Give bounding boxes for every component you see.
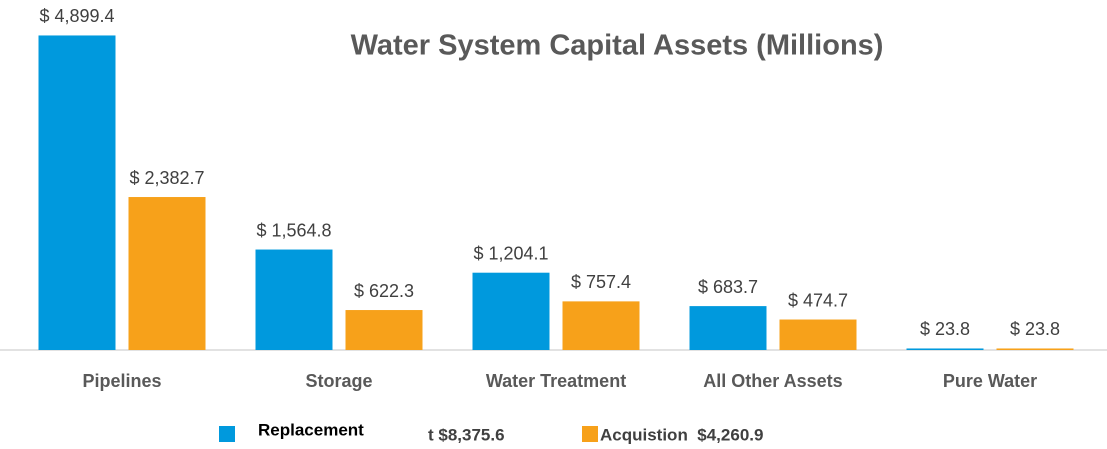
value-label: $ 622.3 — [354, 281, 414, 301]
x-tick-label: Storage — [305, 371, 372, 391]
legend-label: Acquistion $4,260.9 — [600, 425, 763, 444]
x-tick-label: Water Treatment — [486, 371, 626, 391]
bar — [38, 35, 116, 350]
bar — [996, 348, 1074, 350]
value-label: $ 4,899.4 — [39, 6, 114, 26]
bar — [689, 306, 767, 350]
bar — [906, 348, 984, 350]
legend-label-bg — [250, 420, 415, 446]
bar — [255, 249, 333, 350]
x-tick-label: Pipelines — [82, 371, 161, 391]
bar — [345, 310, 423, 350]
legend-swatch — [582, 426, 598, 442]
value-label: $ 23.8 — [1010, 319, 1060, 339]
value-label: $ 1,564.8 — [256, 220, 331, 240]
x-tick-label: Pure Water — [943, 371, 1037, 391]
value-label: $ 683.7 — [698, 277, 758, 297]
legend-swatch — [219, 426, 235, 442]
bar — [562, 301, 640, 350]
bar — [128, 197, 206, 350]
chart-title: Water System Capital Assets (Millions) — [351, 30, 884, 62]
value-label: $ 2,382.7 — [129, 168, 204, 188]
legend-label: t $8,375.6 — [428, 425, 505, 444]
bar — [472, 272, 550, 350]
legend-label: Replacement — [258, 420, 364, 439]
value-label: $ 1,204.1 — [473, 243, 548, 263]
value-label: $ 474.7 — [788, 290, 848, 310]
value-label: $ 23.8 — [920, 319, 970, 339]
value-label: $ 757.4 — [571, 272, 631, 292]
x-tick-label: All Other Assets — [703, 371, 842, 391]
bar — [779, 319, 857, 350]
